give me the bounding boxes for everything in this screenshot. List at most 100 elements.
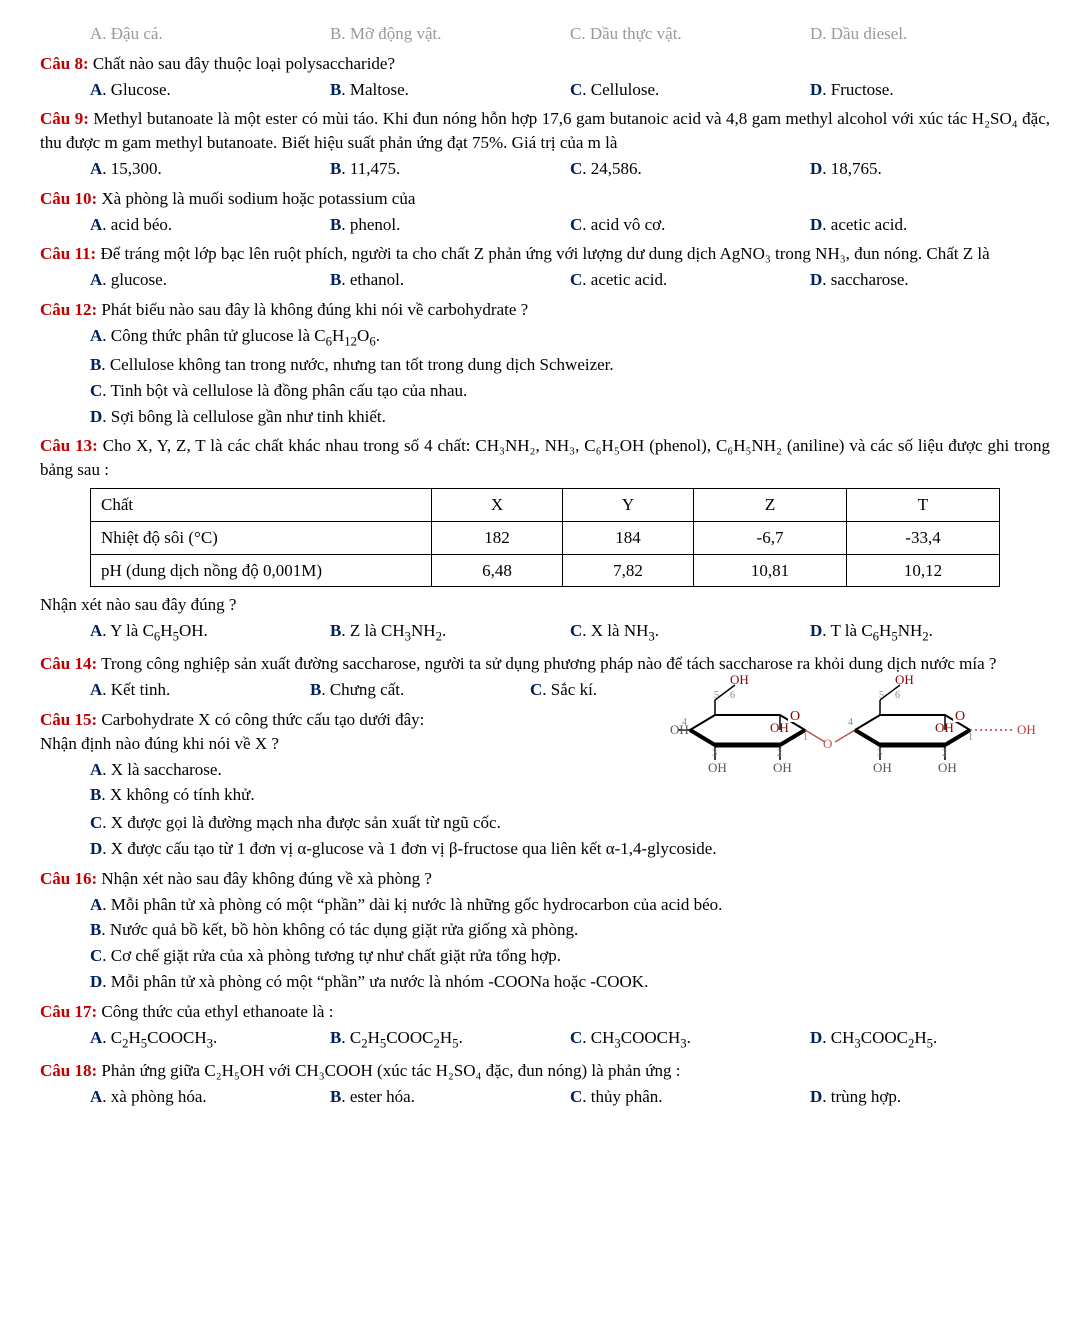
opt-a[interactable]: A. Kết tinh.	[90, 678, 310, 702]
svg-text:5: 5	[879, 690, 884, 701]
opt-d[interactable]: D. 18,765.	[810, 157, 1050, 181]
opt-a[interactable]: A. acid béo.	[90, 213, 330, 237]
question-label: Câu 15:	[40, 710, 97, 729]
q12-opt-a[interactable]: A. Công thức phân tử glucose là C6H12O6.	[40, 324, 1050, 351]
question-text: Phản ứng giữa C₂H₅OH với CH₃COOH (xúc tá…	[101, 1061, 680, 1080]
question-label: Câu 13:	[40, 436, 98, 455]
question-label: Câu 10:	[40, 189, 97, 208]
th-t: T	[847, 488, 1000, 521]
question-label: Câu 8:	[40, 54, 89, 73]
question-18: Câu 18: Phản ứng giữa C₂H₅OH với CH₃COOH…	[40, 1059, 1050, 1083]
r2c5: 10,12	[847, 554, 1000, 587]
question-17: Câu 17: Công thức của ethyl ethanoate là…	[40, 1000, 1050, 1024]
opt-a[interactable]: A. 15,300.	[90, 157, 330, 181]
opt-b[interactable]: B. ethanol.	[330, 268, 570, 292]
opt-d[interactable]: D. CH3COOC2H5.	[810, 1026, 1050, 1053]
svg-text:5: 5	[714, 690, 719, 701]
r2c1: pH (dung dịch nồng độ 0,001M)	[91, 554, 432, 587]
q16-opt-b[interactable]: B. Nước quả bồ kết, bồ hòn không có tác …	[40, 918, 1050, 942]
q14-options: A. Kết tinh. B. Chưng cất. C. Sắc kí.	[40, 678, 660, 702]
opt-c[interactable]: C. X là NH3.	[570, 619, 810, 646]
q18-options: A. xà phòng hóa. B. ester hóa. C. thủy p…	[40, 1085, 1050, 1109]
th-chat: Chất	[91, 488, 432, 521]
q15-opt-d[interactable]: D. X được cấu tạo từ 1 đơn vị α-glucose …	[40, 837, 1050, 861]
svg-text:3: 3	[712, 748, 717, 759]
svg-text:OH: OH	[935, 720, 954, 735]
q11-options: A. glucose. B. ethanol. C. acetic acid. …	[40, 268, 1050, 292]
q15-opt-c[interactable]: C. X được gọi là đường mạch nha được sản…	[40, 811, 1050, 835]
prev-question-options: A. Đậu cá. B. Mỡ động vật. C. Dầu thực v…	[40, 22, 1050, 46]
q12-opt-b[interactable]: B. Cellulose không tan trong nước, nhưng…	[40, 353, 1050, 377]
r1c3: 184	[563, 521, 694, 554]
opt-a: A. Đậu cá.	[90, 22, 330, 46]
opt-c[interactable]: C. Sắc kí.	[530, 678, 690, 702]
opt-a[interactable]: A. Glucose.	[90, 78, 330, 102]
svg-text:OH: OH	[708, 760, 727, 775]
opt-c[interactable]: C. CH3COOCH3.	[570, 1026, 810, 1053]
r1c1: Nhiệt độ sôi (°C)	[91, 521, 432, 554]
opt-c[interactable]: C. Cellulose.	[570, 78, 810, 102]
question-text: Để tráng một lớp bạc lên ruột phích, ngư…	[100, 244, 989, 263]
opt-b[interactable]: B. ester hóa.	[330, 1085, 570, 1109]
question-13: Câu 13: Cho X, Y, Z, T là các chất khác …	[40, 434, 1050, 482]
opt-b[interactable]: B. Z là CH3NH2.	[330, 619, 570, 646]
question-text: Cho X, Y, Z, T là các chất khác nhau tro…	[40, 436, 1050, 479]
r1c2: 182	[432, 521, 563, 554]
q10-options: A. acid béo. B. phenol. C. acid vô cơ. D…	[40, 213, 1050, 237]
opt-b[interactable]: B. phenol.	[330, 213, 570, 237]
opt-d[interactable]: D. Fructose.	[810, 78, 1050, 102]
opt-a[interactable]: A. C2H5COOCH3.	[90, 1026, 330, 1053]
question-label: Câu 17:	[40, 1002, 97, 1021]
svg-text:OH: OH	[770, 720, 789, 735]
svg-text:1: 1	[803, 732, 808, 743]
opt-d: D. Dầu diesel.	[810, 22, 1050, 46]
question-label: Câu 16:	[40, 869, 97, 888]
question-16: Câu 16: Nhận xét nào sau đây không đúng …	[40, 867, 1050, 891]
question-text: Methyl butanoate là một ester có mùi táo…	[40, 109, 1050, 152]
opt-b: B. Mỡ động vật.	[330, 22, 570, 46]
opt-c[interactable]: C. 24,586.	[570, 157, 810, 181]
opt-d[interactable]: D. T là C6H5NH2.	[810, 619, 1050, 646]
opt-a[interactable]: A. glucose.	[90, 268, 330, 292]
question-8: Câu 8: Chất nào sau đây thuộc loại polys…	[40, 52, 1050, 76]
svg-text:OH: OH	[1017, 722, 1036, 737]
question-label: Câu 11:	[40, 244, 96, 263]
opt-a[interactable]: A. xà phòng hóa.	[90, 1085, 330, 1109]
opt-b[interactable]: B. C2H5COOC2H5.	[330, 1026, 570, 1053]
q16-opt-a[interactable]: A. Mỗi phân tử xà phòng có một “phần” dà…	[40, 893, 1050, 917]
question-14: Câu 14: Trong công nghiệp sản xuất đường…	[40, 652, 1050, 676]
opt-d[interactable]: D. saccharose.	[810, 268, 1050, 292]
q16-opt-d[interactable]: D. Mỗi phân tử xà phòng có một “phần” ưa…	[40, 970, 1050, 994]
opt-c: C. Dầu thực vật.	[570, 22, 810, 46]
opt-c[interactable]: C. acid vô cơ.	[570, 213, 810, 237]
svg-text:O: O	[790, 709, 800, 724]
opt-a[interactable]: A. Y là C6H5OH.	[90, 619, 330, 646]
molecule-structure: O OH OH OH OH OH 5 6 4 3 2 1 O	[670, 670, 1050, 797]
q12-opt-d[interactable]: D. Sợi bông là cellulose gần như tinh kh…	[40, 405, 1050, 429]
q12-opt-c[interactable]: C. Tinh bột và cellulose là đồng phân cấ…	[40, 379, 1050, 403]
question-label: Câu 9:	[40, 109, 89, 128]
q9-options: A. 15,300. B. 11,475. C. 24,586. D. 18,7…	[40, 157, 1050, 181]
question-text: Chất nào sau đây thuộc loại polysacchari…	[93, 54, 395, 73]
svg-text:O: O	[823, 736, 832, 751]
opt-c[interactable]: C. acetic acid.	[570, 268, 810, 292]
opt-d[interactable]: D. trùng hợp.	[810, 1085, 1050, 1109]
svg-text:OH: OH	[938, 760, 957, 775]
opt-c[interactable]: C. thủy phân.	[570, 1085, 810, 1109]
question-label: Câu 18:	[40, 1061, 97, 1080]
q16-opt-c[interactable]: C. Cơ chế giặt rửa của xà phòng tương tự…	[40, 944, 1050, 968]
opt-b[interactable]: B. Chưng cất.	[310, 678, 530, 702]
svg-text:3: 3	[877, 748, 882, 759]
r2c2: 6,48	[432, 554, 563, 587]
svg-text:6: 6	[730, 690, 735, 701]
opt-b[interactable]: B. 11,475.	[330, 157, 570, 181]
q13-options: A. Y là C6H5OH. B. Z là CH3NH2. C. X là …	[40, 619, 1050, 646]
q13-table: Chất X Y Z T Nhiệt độ sôi (°C) 182 184 -…	[90, 488, 1000, 587]
question-label: Câu 12:	[40, 300, 97, 319]
opt-d[interactable]: D. acetic acid.	[810, 213, 1050, 237]
svg-text:2: 2	[942, 748, 947, 759]
r1c4: -6,7	[694, 521, 847, 554]
opt-b[interactable]: B. Maltose.	[330, 78, 570, 102]
question-text: Công thức của ethyl ethanoate là :	[101, 1002, 333, 1021]
q8-options: A. Glucose. B. Maltose. C. Cellulose. D.…	[40, 78, 1050, 102]
